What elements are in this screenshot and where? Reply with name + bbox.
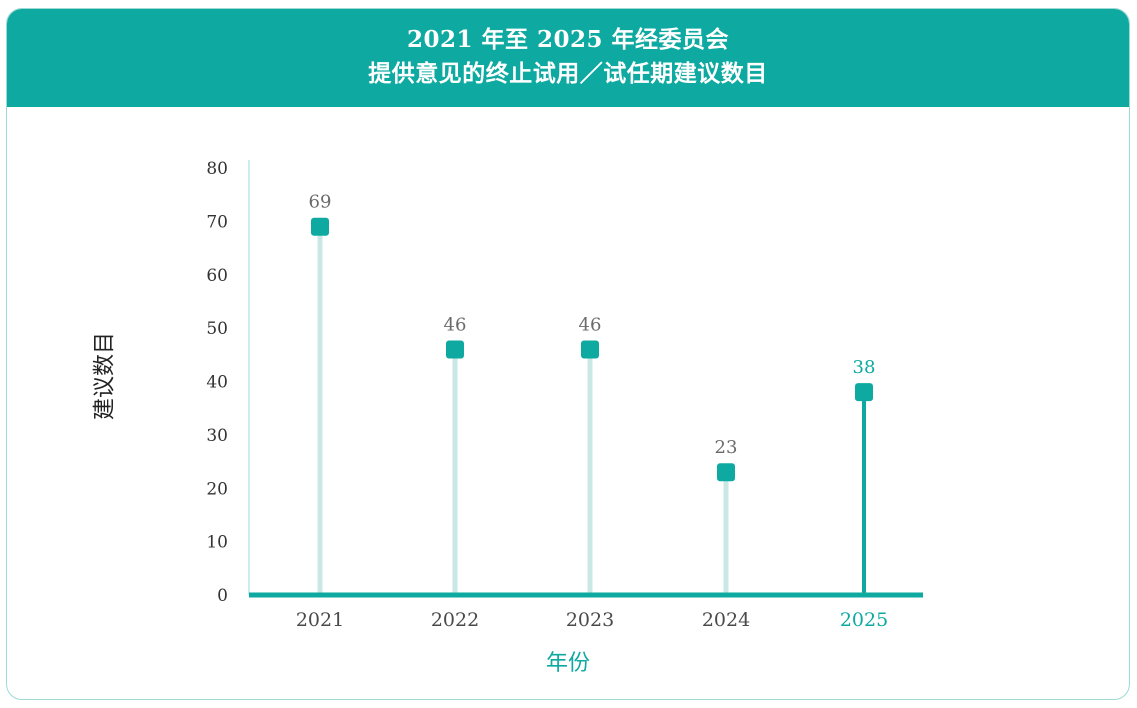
y-tick-label: 70 <box>206 212 228 232</box>
marker <box>581 340 599 359</box>
chart-title-line-2: 提供意见的终止试用／试任期建议数目 <box>368 60 768 87</box>
x-tick-label: 2023 <box>566 609 614 631</box>
x-tick-label: 2025 <box>840 609 888 631</box>
value-label: 46 <box>579 314 602 335</box>
marker <box>311 217 329 236</box>
value-label: 69 <box>309 192 332 213</box>
labels-group: 69 46 46 23 38 <box>309 192 876 459</box>
marker <box>855 383 873 402</box>
chart-header: 2021 年至 2025 年经委员会 提供意见的终止试用／试任期建议数目 <box>7 9 1129 107</box>
y-axis: 0 10 20 30 40 50 60 70 80 <box>206 159 250 606</box>
value-label: 38 <box>853 357 876 378</box>
y-tick-label: 0 <box>217 586 228 606</box>
x-tick-label: 2024 <box>702 609 750 631</box>
y-tick-label: 80 <box>206 159 228 179</box>
value-label: 23 <box>715 437 738 458</box>
x-tick-label: 2022 <box>431 609 479 631</box>
y-tick-label: 60 <box>206 266 228 286</box>
x-axis-label: 年份 <box>546 651 590 676</box>
x-tick-label: 2021 <box>296 609 344 631</box>
chart-card: 2021 年至 2025 年经委员会 提供意见的终止试用／试任期建议数目 <box>6 8 1130 700</box>
stems-group <box>317 226 866 595</box>
y-axis-label: 建议数目 <box>93 332 118 420</box>
chart-title-line-1: 2021 年至 2025 年经委员会 <box>406 26 730 53</box>
y-tick-label: 20 <box>206 479 228 499</box>
y-tick-label: 10 <box>206 533 228 553</box>
value-label: 46 <box>444 314 467 335</box>
y-tick-label: 30 <box>206 426 228 446</box>
x-axis: 2021 2022 2023 2024 2025 <box>249 592 923 631</box>
marker <box>717 463 735 482</box>
markers-group <box>311 217 873 482</box>
y-tick-label: 40 <box>206 373 228 393</box>
y-tick-label: 50 <box>206 319 228 339</box>
marker <box>446 340 464 359</box>
